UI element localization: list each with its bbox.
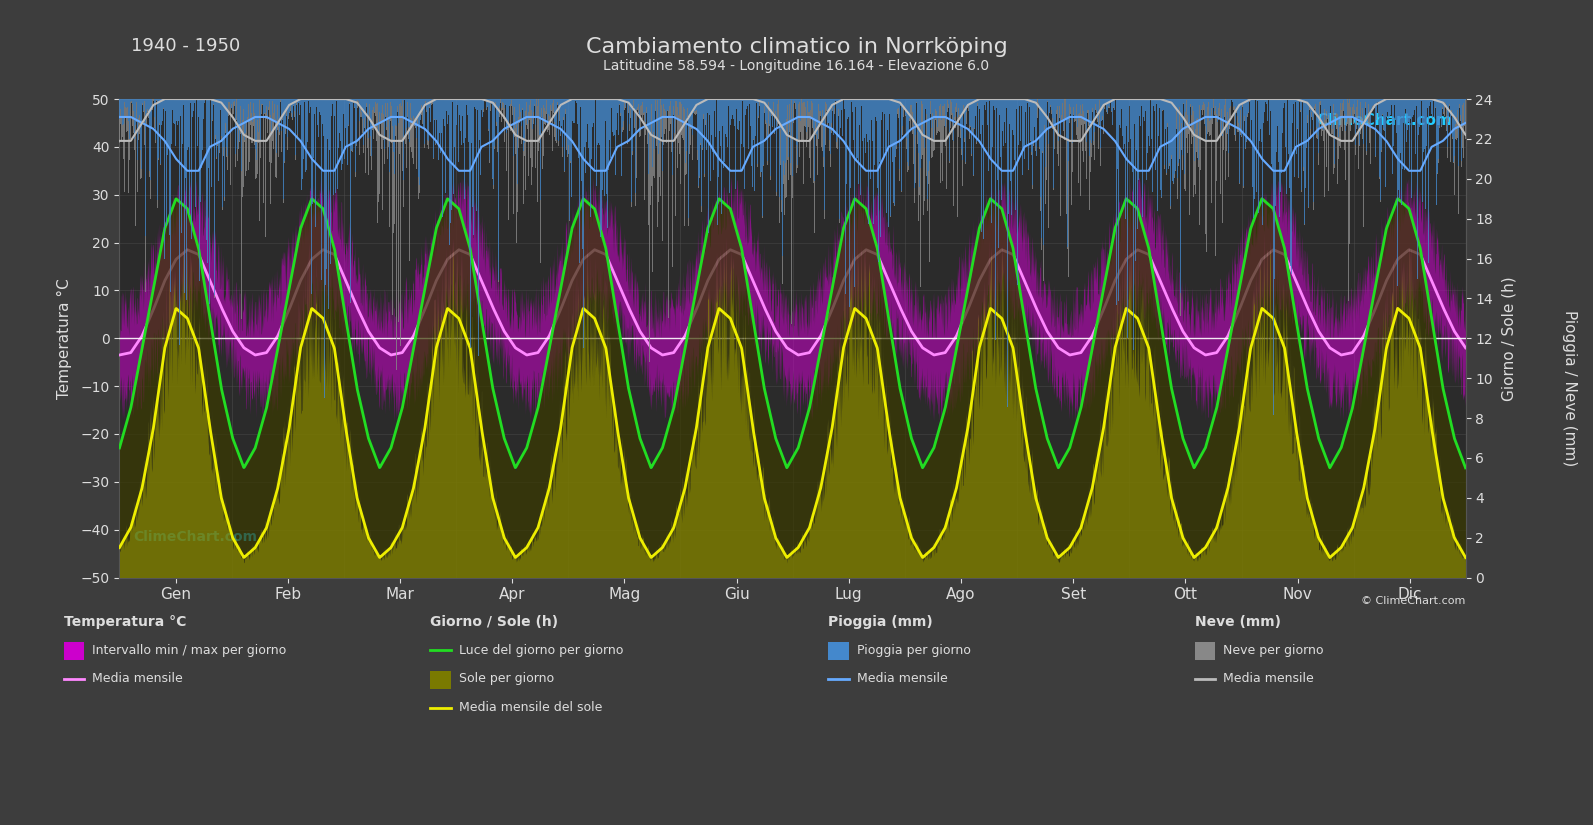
Text: Temperatura °C: Temperatura °C [64,615,186,629]
Text: Pioggia / Neve (mm): Pioggia / Neve (mm) [1561,309,1577,466]
Text: Pioggia per giorno: Pioggia per giorno [857,644,970,657]
Text: Sole per giorno: Sole per giorno [459,672,554,686]
Text: Media mensile: Media mensile [92,672,183,686]
Text: Latitudine 58.594 - Longitudine 16.164 - Elevazione 6.0: Latitudine 58.594 - Longitudine 16.164 -… [604,59,989,73]
Text: Neve per giorno: Neve per giorno [1223,644,1324,657]
Text: Luce del giorno per giorno: Luce del giorno per giorno [459,644,623,657]
Text: Media mensile del sole: Media mensile del sole [459,701,602,714]
Text: Pioggia (mm): Pioggia (mm) [828,615,933,629]
Text: Intervallo min / max per giorno: Intervallo min / max per giorno [92,644,287,657]
Text: Media mensile: Media mensile [1223,672,1314,686]
Text: Neve (mm): Neve (mm) [1195,615,1281,629]
Text: Cambiamento climatico in Norrköping: Cambiamento climatico in Norrköping [586,37,1007,57]
Text: ClimeChart.com: ClimeChart.com [1316,113,1453,129]
Text: ClimeChart.com: ClimeChart.com [132,530,256,544]
Y-axis label: Temperatura °C: Temperatura °C [57,278,72,398]
Y-axis label: Giorno / Sole (h): Giorno / Sole (h) [1501,276,1517,401]
Text: Media mensile: Media mensile [857,672,948,686]
Text: Giorno / Sole (h): Giorno / Sole (h) [430,615,558,629]
Text: 1940 - 1950: 1940 - 1950 [131,37,241,55]
Text: © ClimeChart.com: © ClimeChart.com [1360,596,1466,606]
